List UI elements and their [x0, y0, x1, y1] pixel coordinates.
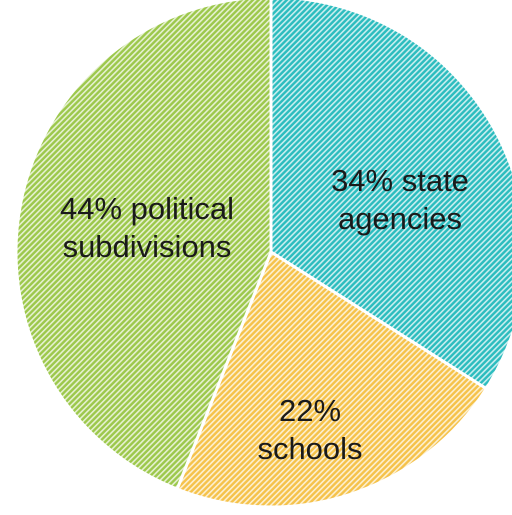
slice-label-line: agencies: [338, 201, 462, 236]
slices-layer: [14, 0, 512, 509]
slice-schools: [175, 250, 488, 509]
slice-label-line: schools: [257, 431, 362, 466]
slice-label-state-agencies: 34% state agencies: [331, 163, 469, 236]
slice-label-line: 34% state: [331, 163, 469, 198]
slice-label-political-subdivisions: 44% political subdivisions: [60, 191, 234, 264]
slice-label-line: 44% political: [60, 191, 234, 226]
slice-state-agencies: [269, 0, 512, 391]
slice-label-line: 22%: [279, 393, 341, 428]
slice-political-subdivisions: [14, 0, 273, 491]
slice-label-schools: 22% schools: [257, 393, 362, 466]
labels-layer: 34% state agencies 22% schools 44% political…: [60, 163, 469, 466]
slice-label-line: subdivisions: [63, 229, 232, 264]
